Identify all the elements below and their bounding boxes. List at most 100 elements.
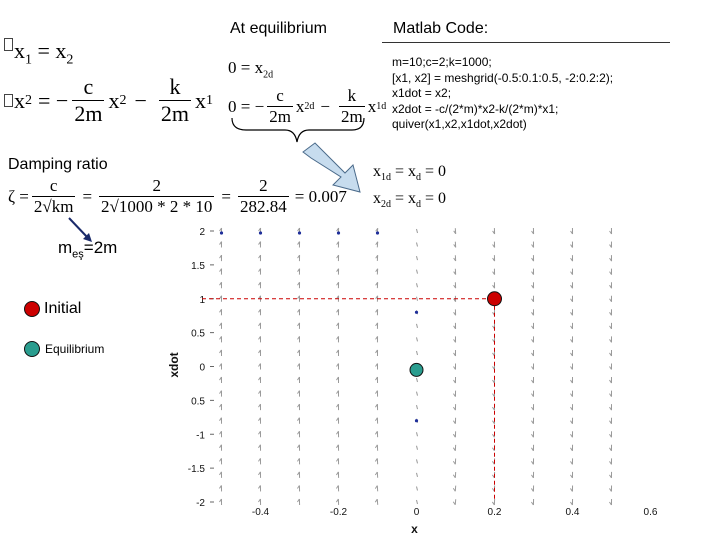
quiver-arrowhead [531, 284, 534, 289]
quiver-arrowhead [219, 227, 222, 232]
quiver-arrowhead [258, 254, 261, 259]
quiver-arrowhead [258, 417, 261, 421]
quiver-arrowhead [453, 311, 457, 316]
quiver-arrowhead [297, 254, 300, 259]
quiver-arrowhead [258, 444, 261, 449]
quiver-arrowhead [453, 230, 457, 235]
matlab-code-block: m=10;c=2;k=1000; [x1, x2] = meshgrid(-0.… [392, 55, 613, 133]
quiver-arrowhead [570, 257, 573, 262]
quiver-arrowhead [375, 227, 379, 232]
quiver-arrowhead [219, 403, 222, 408]
quiver-arrowhead [297, 498, 300, 503]
quiver-arrowhead [297, 349, 300, 354]
quiver-arrowhead [531, 488, 534, 492]
y-tick-label: 0.5 [191, 396, 205, 407]
meq-arrow-icon [68, 217, 89, 239]
y-tick-label: -2 [196, 498, 205, 509]
quiver-arrowhead [609, 271, 612, 275]
quiver-arrowhead [375, 349, 378, 354]
quiver-arrowhead [453, 379, 456, 384]
quiver-arrowhead [336, 363, 339, 367]
quiver-arrowhead [336, 309, 339, 313]
quiver-arrowhead [609, 379, 612, 384]
quiver-arrowhead [609, 325, 612, 330]
x-tick-label: 0.2 [488, 507, 502, 518]
quiver-arrowhead [531, 379, 534, 384]
quiver-arrowhead [453, 271, 457, 275]
y-tick-label: 0 [199, 363, 205, 374]
quiver-arrowhead [375, 282, 379, 286]
quiver-arrowhead [297, 363, 300, 367]
quiver-arrowhead [492, 433, 495, 438]
quiver-arrowhead [258, 336, 261, 340]
quiver-arrowhead [570, 298, 573, 303]
quiver-arrowhead [219, 417, 222, 421]
quiver-arrowhead [492, 406, 495, 411]
y-axis-label: xdot [167, 352, 181, 377]
quiver-arrowhead [219, 458, 222, 462]
quiver-arrowhead [219, 363, 222, 367]
quiver-arrowhead [297, 227, 300, 232]
quiver-arrowhead [375, 403, 378, 408]
quiver-arrowhead [531, 271, 534, 275]
quiver-arrowhead [258, 241, 261, 245]
quiver-arrowhead [453, 406, 456, 411]
quiver-arrow [416, 350, 418, 356]
quiver-arrowhead [336, 349, 339, 354]
code-line: quiver(x1,x2,x1dot,x2dot) [392, 117, 527, 131]
quiver-arrowhead [219, 241, 222, 245]
y-tick-label: 1 [199, 295, 205, 306]
x-tick-label: -0.2 [330, 507, 348, 518]
quiver-arrowhead [336, 254, 340, 259]
quiver-arrow [416, 255, 418, 261]
quiver-arrow [416, 377, 418, 383]
quiver-arrowhead [609, 433, 612, 438]
quiver-arrowhead [336, 268, 340, 272]
quiver-arrowhead [258, 485, 261, 489]
result-equation-1: x1d = xd = 0 [373, 163, 447, 184]
quiver-arrowhead [570, 325, 573, 330]
quiver-arrowhead [531, 325, 534, 330]
quiver-arrowhead [219, 322, 222, 327]
quiver-arrowhead [336, 390, 339, 394]
quiver-arrowhead [570, 271, 573, 275]
quiver-arrow [416, 269, 418, 274]
matlab-header: Matlab Code: [393, 20, 489, 37]
quiver-arrowhead [609, 447, 612, 452]
quiver-arrowhead [219, 485, 222, 489]
quiver-arrowhead [258, 390, 261, 394]
quiver-arrowhead [297, 241, 300, 245]
quiver-arrowhead [297, 309, 300, 313]
quiver-arrowhead [570, 339, 573, 343]
quiver-arrowhead [297, 430, 300, 435]
quiver-arrow [416, 296, 418, 301]
quiver-arrowhead [609, 352, 612, 357]
quiver-arrowhead [219, 349, 222, 354]
quiver-arrowhead [570, 379, 573, 384]
quiver-arrowhead [492, 379, 495, 384]
quiver-arrowhead [609, 461, 612, 465]
quiver-arrowhead [570, 501, 573, 506]
quiver-arrowhead [452, 501, 456, 506]
quiver-arrowhead [609, 488, 612, 492]
missing-glyph-icon [4, 38, 13, 51]
quiver-arrowhead [219, 254, 222, 259]
quiver-arrowhead [570, 420, 573, 424]
quiver-arrowhead [453, 352, 456, 357]
x-tick-label: 0 [414, 507, 420, 518]
field-dot [297, 231, 302, 235]
quiver-arrow [416, 445, 418, 450]
quiver-arrow [416, 472, 418, 478]
quiver-arrowhead [570, 230, 573, 235]
x-tick-label: 0.6 [644, 507, 658, 518]
field-dot [414, 419, 419, 423]
quiver-arrowhead [570, 433, 573, 438]
quiver-arrowhead [336, 241, 340, 245]
quiver-arrowhead [336, 281, 339, 286]
quiver-arrowhead [219, 309, 222, 313]
quiver-arrowhead [492, 244, 496, 248]
quiver-arrowhead [570, 406, 573, 411]
quiver-arrowhead [297, 444, 300, 449]
quiver-arrowhead [531, 461, 534, 465]
